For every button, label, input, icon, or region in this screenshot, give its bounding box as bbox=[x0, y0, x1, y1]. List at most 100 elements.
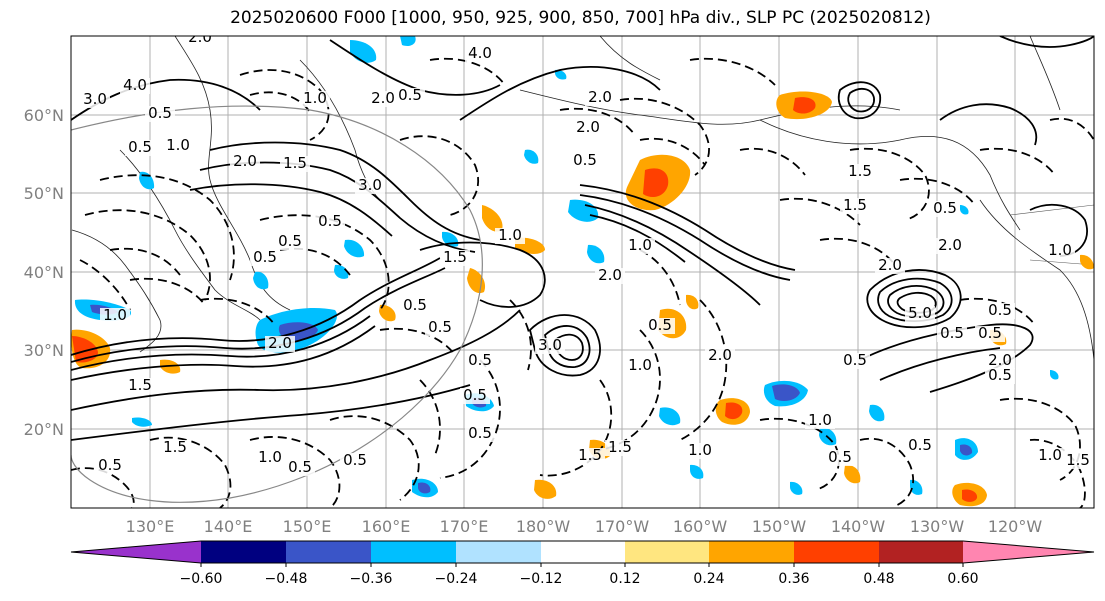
contour-label-bg bbox=[985, 353, 1015, 369]
lat-label: 50°N bbox=[24, 184, 64, 203]
contour-label-bg bbox=[705, 348, 735, 364]
contour-label: 4.0 bbox=[123, 76, 147, 94]
contour-label: 1.5 bbox=[848, 162, 872, 180]
contour-label: 1.0 bbox=[103, 306, 127, 324]
contour-label-bg bbox=[985, 368, 1015, 384]
figure-title: 2025020600 F000 [1000, 950, 925, 900, 85… bbox=[230, 8, 931, 28]
contour-label-bg bbox=[605, 440, 635, 456]
contour-label-bg bbox=[840, 353, 870, 369]
contour-label-bg bbox=[930, 201, 960, 217]
contour-label: 3.0 bbox=[83, 90, 107, 108]
contour-label: 2.0 bbox=[598, 266, 622, 284]
contour-label: 1.0 bbox=[303, 89, 327, 107]
contour-label: 1.0 bbox=[1048, 241, 1072, 259]
contour-label: 0.5 bbox=[648, 316, 672, 334]
contour-label-bg bbox=[625, 358, 655, 374]
contour-label: 1.5 bbox=[128, 376, 152, 394]
contour-label: 0.5 bbox=[940, 324, 964, 342]
contour-label: 1.0 bbox=[498, 226, 522, 244]
contour-label: 0.5 bbox=[288, 458, 312, 476]
contour-label: 0.5 bbox=[933, 199, 957, 217]
contour-label: 1.5 bbox=[578, 446, 602, 464]
contour-label-bg bbox=[285, 460, 315, 476]
lat-label: 20°N bbox=[24, 420, 64, 439]
contour-label-bg bbox=[95, 458, 125, 474]
contour-label-bg bbox=[120, 78, 150, 94]
contour-label: 2.0 bbox=[233, 152, 257, 170]
contour-label: 2.0 bbox=[188, 28, 212, 46]
contour-label-bg bbox=[368, 91, 398, 107]
contour-label-bg bbox=[840, 198, 870, 214]
lon-label: 130°W bbox=[910, 517, 965, 536]
lon-label: 150°E bbox=[283, 517, 332, 536]
contour-label-bg bbox=[145, 106, 175, 122]
lon-label: 130°E bbox=[126, 517, 175, 536]
contour-label-bg bbox=[125, 140, 155, 156]
contour-label-bg bbox=[265, 336, 295, 352]
contour-label-bg bbox=[805, 413, 835, 429]
contour-label-bg bbox=[355, 178, 385, 194]
lon-label: 120°W bbox=[988, 517, 1043, 536]
contour-label-bg bbox=[685, 443, 715, 459]
contour-label: 0.5 bbox=[828, 448, 852, 466]
contour-label: 2.0 bbox=[878, 256, 902, 274]
contour-label-bg bbox=[573, 120, 603, 136]
contour-label-bg bbox=[425, 320, 455, 336]
contour-label: 4.0 bbox=[468, 44, 492, 62]
lon-label: 140°E bbox=[204, 517, 253, 536]
contour-label-bg bbox=[440, 250, 470, 266]
contour-label: 2.0 bbox=[588, 88, 612, 106]
contour-label: 0.5 bbox=[908, 436, 932, 454]
contour-label: 1.5 bbox=[443, 248, 467, 266]
contour-label-bg bbox=[845, 164, 875, 180]
longitude-labels: 130°E 140°E 150°E 160°E 170°E 180°W 170°W 160°W… bbox=[126, 517, 1043, 536]
lat-label: 30°N bbox=[24, 341, 64, 360]
contour-label-bg bbox=[905, 438, 935, 454]
contour-label-bg bbox=[875, 258, 905, 274]
contour-label: 2.0 bbox=[268, 334, 292, 352]
contour-label: 2.0 bbox=[938, 236, 962, 254]
contour-label-bg bbox=[570, 153, 600, 169]
contour-label-bg bbox=[465, 426, 495, 442]
contour-label: 2.0 bbox=[708, 346, 732, 364]
great-circle-lines bbox=[71, 105, 483, 503]
contour-label: 3.0 bbox=[538, 336, 562, 354]
contour-label-bg bbox=[985, 303, 1015, 319]
contour-label-bg bbox=[125, 378, 155, 394]
contour-label-bg bbox=[100, 308, 130, 324]
contour-label: 1.5 bbox=[608, 438, 632, 456]
lon-label: 140°W bbox=[831, 517, 886, 536]
contour-label-bg bbox=[315, 214, 345, 230]
contour-label: 1.5 bbox=[1066, 451, 1090, 469]
contour-label: 0.5 bbox=[253, 248, 277, 266]
contour-label-bg bbox=[975, 326, 1005, 342]
contour-label: 3.0 bbox=[358, 176, 382, 194]
contour-label: 2.0 bbox=[371, 89, 395, 107]
contour-label-bg bbox=[340, 453, 370, 469]
contour-label-bg bbox=[535, 338, 565, 354]
contour-label: 0.5 bbox=[98, 456, 122, 474]
contour-label: 0.5 bbox=[468, 351, 492, 369]
contour-label: 1.0 bbox=[808, 411, 832, 429]
contour-label: 0.5 bbox=[988, 301, 1012, 319]
contour-label-bg bbox=[645, 318, 675, 334]
contour-label-bg bbox=[825, 450, 855, 466]
contour-label: 0.5 bbox=[573, 151, 597, 169]
lon-label: 170°W bbox=[595, 517, 650, 536]
contour-label: 1.0 bbox=[166, 136, 190, 154]
contour-label-bg bbox=[465, 46, 495, 62]
contour-label-bg bbox=[595, 268, 625, 284]
contour-label: 0.5 bbox=[318, 212, 342, 230]
contour-label: 0.5 bbox=[403, 296, 427, 314]
contour-label: 1.5 bbox=[283, 154, 307, 172]
lon-label: 180°W bbox=[516, 517, 571, 536]
contour-label-bg bbox=[230, 154, 260, 170]
contour-label: 2.0 bbox=[576, 118, 600, 136]
contour-label-bg bbox=[935, 238, 965, 254]
contour-label-bg bbox=[575, 448, 605, 464]
contour-label-bg bbox=[255, 450, 285, 466]
contour-label: 0.5 bbox=[128, 138, 152, 156]
lat-label: 40°N bbox=[24, 263, 64, 282]
lon-label: 160°W bbox=[673, 517, 728, 536]
